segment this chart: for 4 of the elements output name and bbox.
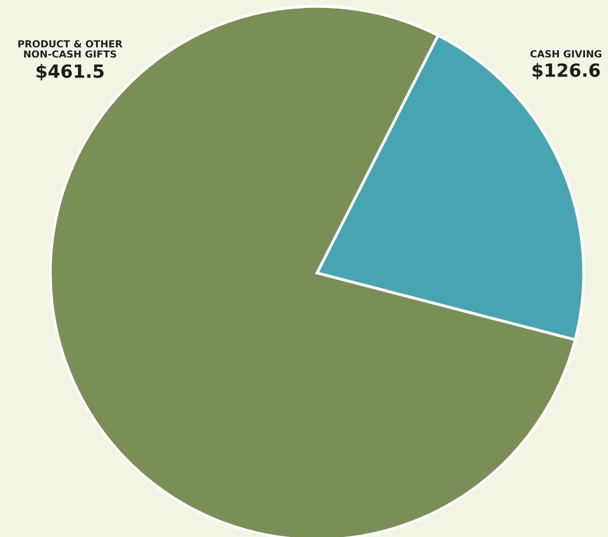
- data-label: $461.5: [36, 64, 104, 80]
- slice-label: CASH GIVING: [530, 50, 602, 58]
- data-label: $126.6: [532, 63, 600, 80]
- slice-label: PRODUCT & OTHER NON-CASH GIFTS: [18, 40, 122, 58]
